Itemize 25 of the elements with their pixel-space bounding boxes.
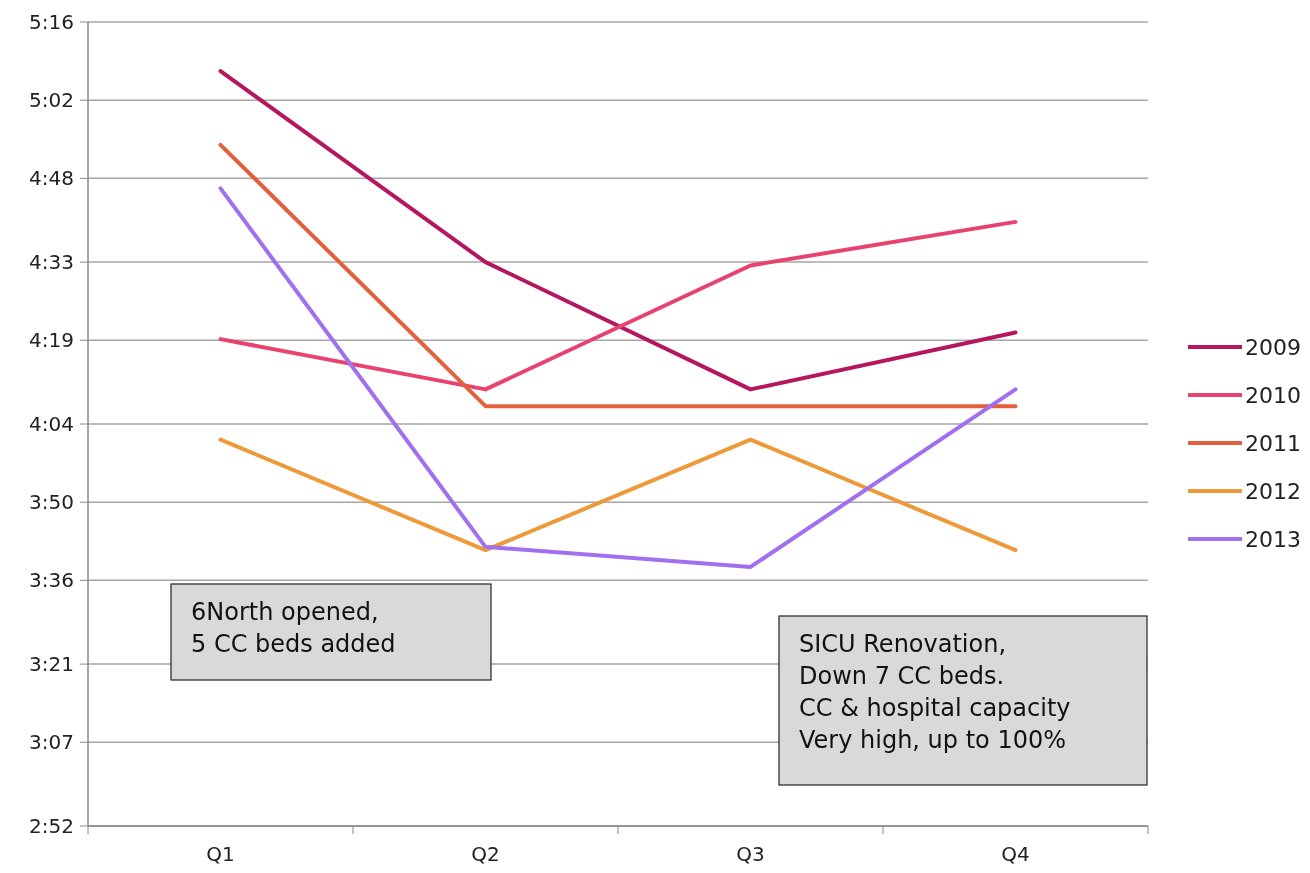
- y-tick-label: 4:33: [29, 250, 74, 275]
- y-tick-label: 3:36: [29, 568, 74, 593]
- y-tick-label: 3:21: [29, 652, 74, 677]
- x-tick-label: Q3: [736, 842, 765, 866]
- y-tick-label: 5:02: [29, 88, 74, 113]
- legend-label: 2011: [1245, 430, 1301, 456]
- y-tick-label: 3:07: [29, 730, 74, 755]
- y-tick-label: 4:19: [29, 328, 74, 353]
- annotation: 6North opened, 5 CC beds added: [191, 598, 396, 658]
- y-tick-label: 5:16: [29, 10, 74, 34]
- annotation: SICU Renovation, Down 7 CC beds. CC & hospital capacity Very high, up to 100%: [799, 630, 1071, 754]
- x-tick-label: Q2: [471, 842, 500, 866]
- legend-label: 2012: [1245, 478, 1301, 504]
- line-series: [218, 219, 1018, 392]
- legend-label: 2009: [1245, 334, 1301, 360]
- legend-label: 2010: [1245, 382, 1301, 408]
- y-tick-label: 4:04: [29, 412, 74, 436]
- y-tick-label: 4:48: [29, 166, 74, 191]
- x-tick-label: Q1: [206, 842, 235, 866]
- line-series: [218, 186, 1018, 569]
- x-tick-label: Q4: [1001, 842, 1030, 866]
- line-series: [218, 69, 1018, 392]
- y-tick-label: 2:52: [29, 814, 74, 838]
- y-tick-label: 3:50: [29, 490, 74, 515]
- legend-label: 2013: [1245, 526, 1301, 552]
